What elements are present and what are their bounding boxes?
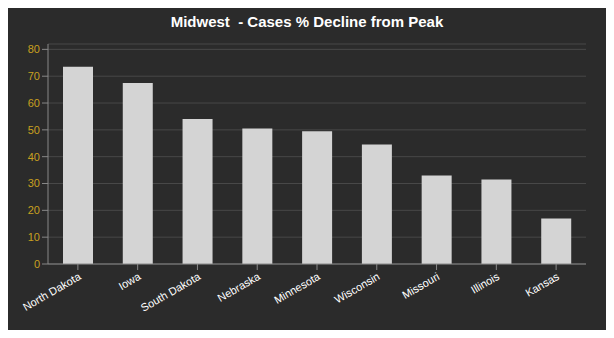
svg-text:50: 50: [28, 124, 40, 136]
svg-text:0: 0: [34, 258, 40, 270]
svg-text:80: 80: [28, 43, 40, 55]
svg-text:Iowa: Iowa: [116, 270, 143, 292]
svg-text:Wisconsin: Wisconsin: [332, 270, 381, 305]
svg-text:40: 40: [28, 151, 40, 163]
html-text:Midwest - Cases % Decline from: Midwest - Cases % Decline from Peak: [170, 13, 444, 30]
svg-text:Illinois: Illinois: [469, 270, 502, 296]
svg-text:70: 70: [28, 70, 40, 82]
svg-text:Missouri: Missouri: [400, 270, 441, 301]
svg-text:30: 30: [28, 177, 40, 189]
svg-text:60: 60: [28, 97, 40, 109]
svg-text:Minnesota: Minnesota: [272, 270, 323, 306]
svg-text:Nebraska: Nebraska: [215, 270, 263, 304]
svg-text:South Dakota: South Dakota: [139, 270, 203, 314]
svg-text:10: 10: [28, 231, 40, 243]
svg-text:20: 20: [28, 204, 40, 216]
svg-text:Kansas: Kansas: [523, 270, 561, 299]
svg-text:North Dakota: North Dakota: [21, 270, 84, 313]
